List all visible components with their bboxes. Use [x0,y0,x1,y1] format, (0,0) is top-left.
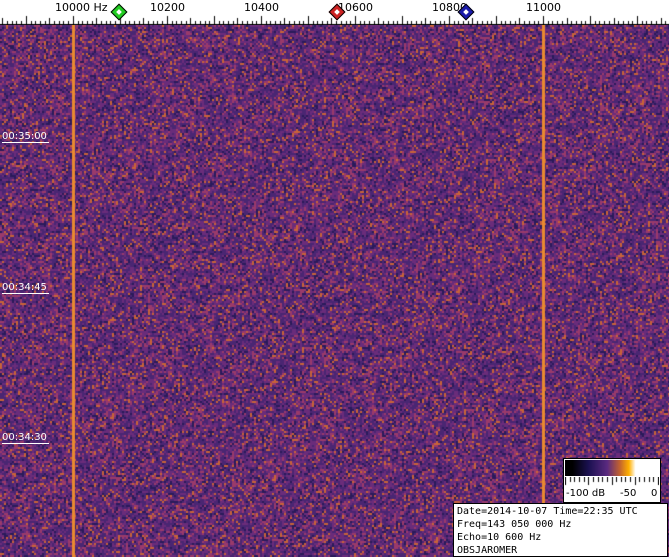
x-tick-label: 10000 Hz [55,1,108,14]
scale-label: -100 dB [566,488,606,499]
x-tick-label: 10600 [338,1,373,14]
time-label: 00:35:00 [2,131,49,143]
scale-label: 0 [651,488,658,499]
frequency-axis: 10000 Hz 10200 10400 10600 10800 11000 [0,0,669,25]
color-bar [565,460,659,476]
color-scale-ticks [565,477,659,487]
x-tick-label: 10400 [244,1,279,14]
echo-frequency: Echo=10 600 Hz [457,532,542,543]
date-time: Date=2014-10-07 Time=22:35 UTC [457,506,638,517]
scale-label: -50 [620,488,637,499]
x-tick-label: 10200 [150,1,185,14]
x-tick-label: 11000 [526,1,561,14]
info-box: Date=2014-10-07 Time=22:35 UTC Freq=143 … [453,503,668,557]
frequency: Freq=143 050 000 Hz [457,519,572,530]
time-label: 00:34:45 [2,282,49,294]
waterfall-display [0,25,669,557]
observer: OBSJAROMER [457,545,518,556]
color-scale-legend: -100 dB -50 0 [563,458,661,503]
time-label: 00:34:30 [2,432,49,444]
